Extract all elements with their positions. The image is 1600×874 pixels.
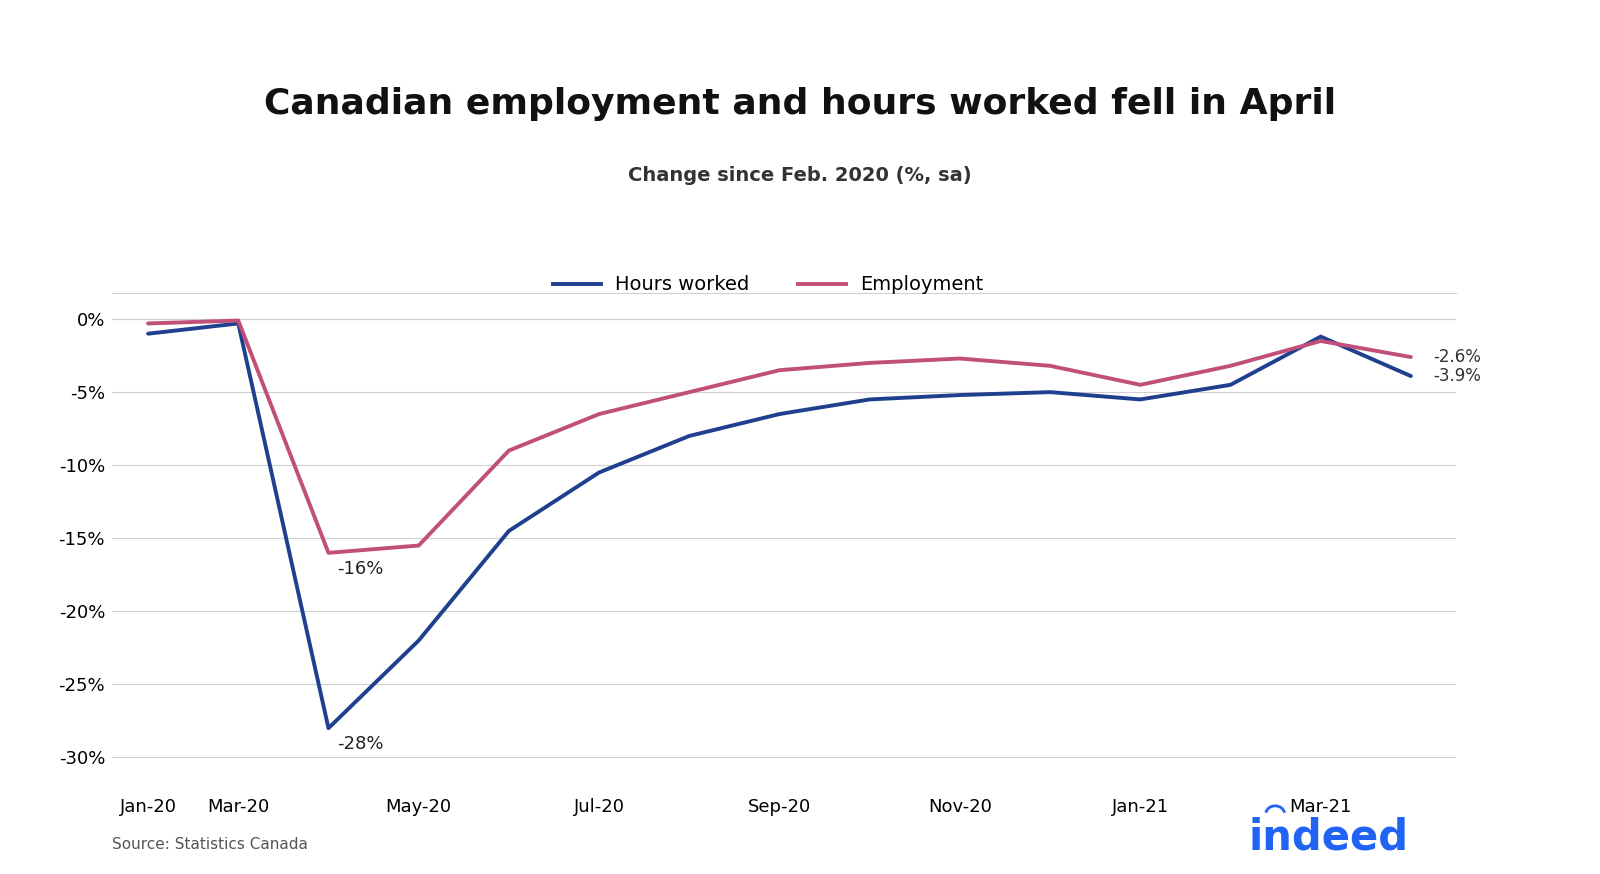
Text: Source: Statistics Canada: Source: Statistics Canada bbox=[112, 837, 307, 852]
Text: -28%: -28% bbox=[338, 735, 384, 753]
Text: indeed: indeed bbox=[1248, 816, 1408, 858]
Text: -16%: -16% bbox=[338, 560, 384, 578]
Legend: Hours worked, Employment: Hours worked, Employment bbox=[546, 267, 990, 302]
Text: Change since Feb. 2020 (%, sa): Change since Feb. 2020 (%, sa) bbox=[629, 166, 971, 185]
Text: -3.9%: -3.9% bbox=[1434, 367, 1482, 385]
Text: Canadian employment and hours worked fell in April: Canadian employment and hours worked fel… bbox=[264, 87, 1336, 121]
Text: -2.6%: -2.6% bbox=[1434, 348, 1482, 366]
